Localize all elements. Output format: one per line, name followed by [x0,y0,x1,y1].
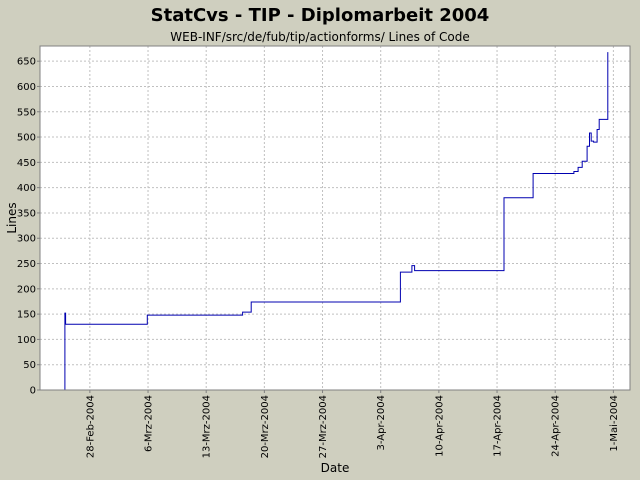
y-tick-label: 100 [17,335,36,346]
y-tick-label: 50 [23,360,36,371]
y-tick-label: 350 [17,208,36,219]
y-tick-label: 200 [17,284,36,295]
series-layer [64,52,609,390]
x-axis: 28-Feb-2004 6-Mrz-2004 13-Mrz-2004 20-Mrz-2… [85,390,620,458]
plot-area [40,46,630,390]
chart-title: StatCvs - TIP - Diplomarbeit 2004 [150,5,490,26]
x-tick-label: 17-Apr-2004 [493,395,504,457]
plot-border [39,45,631,391]
series-line [64,52,609,390]
x-tick-label: 3-Apr-2004 [376,395,387,450]
y-tick-label: 450 [17,158,36,169]
x-axis-label: Date [321,461,350,475]
y-tick-label: 550 [17,107,36,118]
y-axis: 0 50 100 150 200 250 300 350 400 450 500 550 600 650 [17,57,40,397]
y-tick-label: 300 [17,234,36,245]
x-tick-label: 1-Mai-2004 [609,395,620,452]
x-tick-label: 24-Apr-2004 [551,395,562,457]
x-tick-label: 10-Apr-2004 [434,395,445,457]
y-tick-label: 400 [17,183,36,194]
y-tick-label: 0 [30,386,36,397]
y-tick-label: 250 [17,259,36,270]
y-tick-label: 650 [17,57,36,68]
chart-subtitle: WEB-INF/src/de/fub/tip/actionforms/ Line… [170,30,470,44]
x-tick-label: 27-Mrz-2004 [318,395,329,458]
x-tick-label: 20-Mrz-2004 [260,395,271,458]
y-tick-label: 500 [17,133,36,144]
y-tick-label: 150 [17,310,36,321]
x-tick-label: 28-Feb-2004 [85,395,96,458]
x-tick-label: 13-Mrz-2004 [202,395,213,458]
grid [40,46,630,391]
x-tick-label: 6-Mrz-2004 [144,395,155,452]
y-tick-label: 600 [17,82,36,93]
y-axis-label: Lines [5,202,19,233]
